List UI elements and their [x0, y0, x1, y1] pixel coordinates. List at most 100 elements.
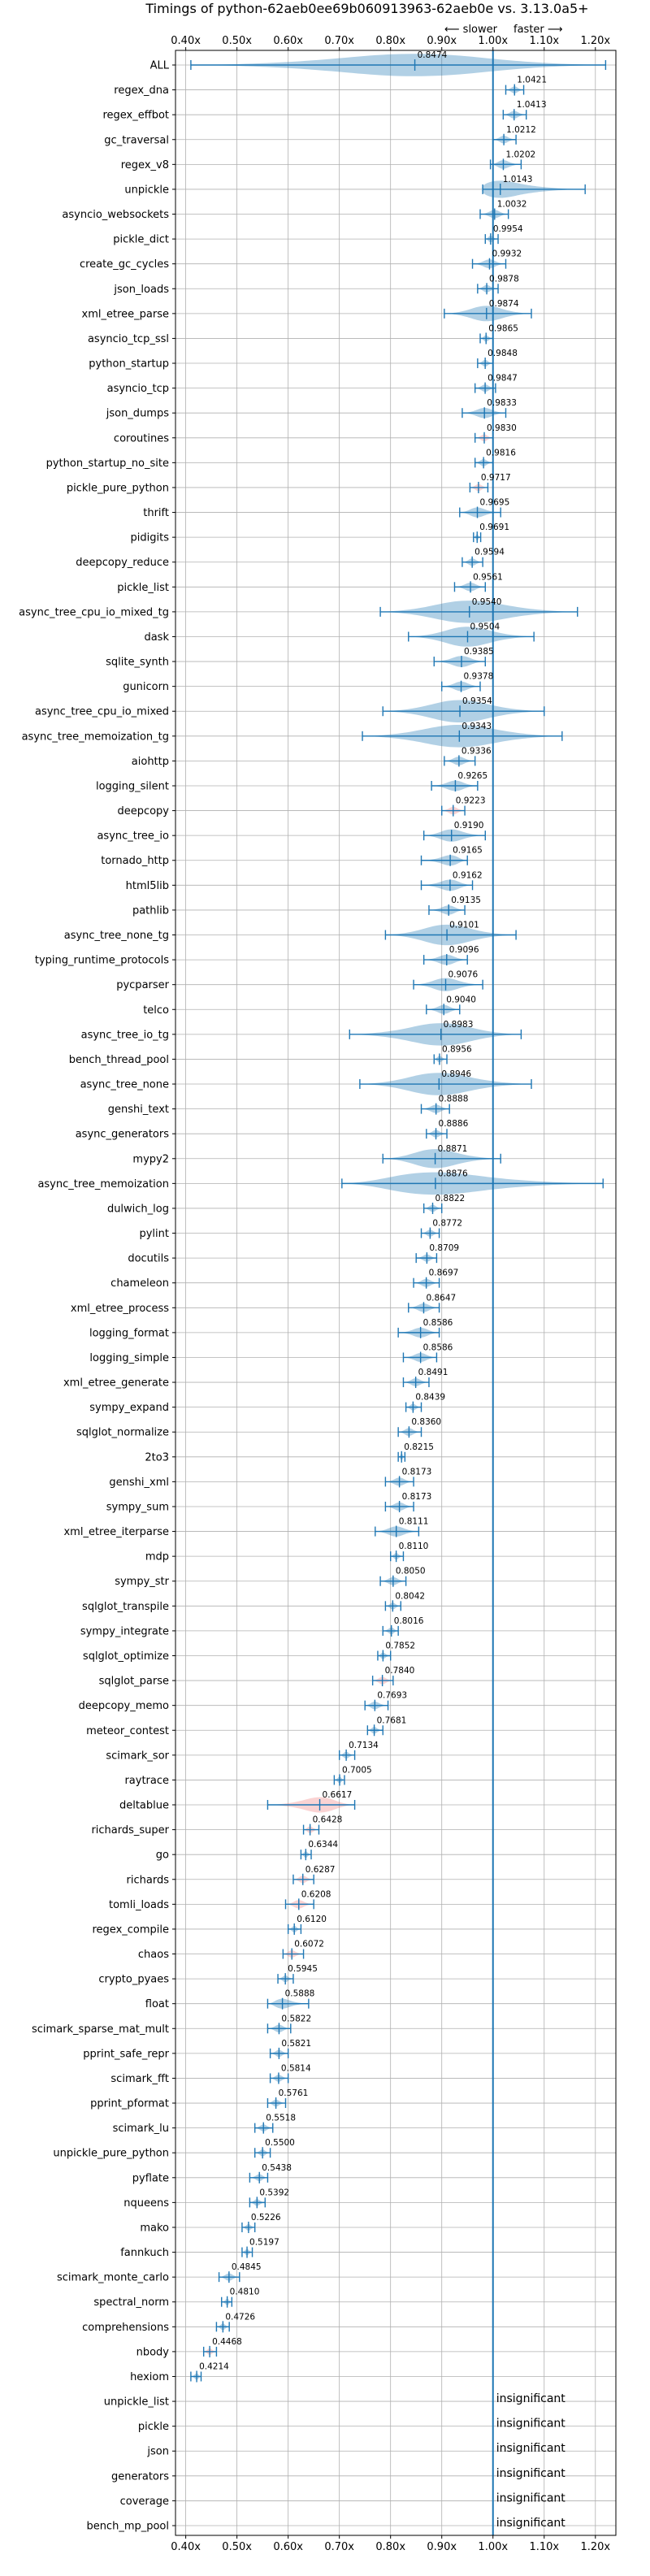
- value-label: 0.9833: [487, 398, 517, 408]
- category-label: nbody: [136, 2346, 170, 2358]
- value-label: 0.8474: [418, 50, 448, 60]
- category-label: deltablue: [119, 1800, 169, 1812]
- insignificant-label: insignificant: [496, 2418, 566, 2431]
- value-label: 0.9695: [480, 498, 510, 508]
- category-label: unpickle_pure_python: [53, 2148, 169, 2160]
- category-label: pickle: [138, 2421, 169, 2433]
- value-label: 0.8042: [395, 1591, 425, 1601]
- category-label: pickle_pure_python: [67, 482, 169, 494]
- value-label: 0.9561: [473, 572, 503, 582]
- value-label: 0.9265: [457, 771, 488, 781]
- value-label: 0.8110: [399, 1542, 429, 1551]
- value-label: 0.5945: [288, 1964, 318, 1974]
- tick-label-bottom: 0.60x: [273, 2541, 303, 2553]
- value-label: 0.9691: [479, 523, 509, 532]
- category-label: xml_etree_process: [71, 1303, 169, 1315]
- category-label: deepcopy_memo: [79, 1700, 169, 1712]
- violins: [190, 50, 607, 2535]
- tick-label-top: 0.40x: [171, 35, 201, 47]
- category-label: genshi_xml: [109, 1477, 169, 1489]
- category-label: json: [146, 2446, 169, 2458]
- category-label: async_tree_io_tg: [81, 1029, 169, 1041]
- value-label: 1.0032: [497, 200, 527, 210]
- value-label: 0.9343: [462, 722, 492, 731]
- value-label: 0.8956: [442, 1044, 472, 1054]
- category-label: regex_v8: [121, 159, 169, 171]
- tick-label-bottom: 1.00x: [478, 2541, 508, 2553]
- value-label: 0.8876: [438, 1169, 468, 1178]
- category-label: xml_etree_generate: [63, 1377, 169, 1390]
- value-label: 0.8439: [415, 1393, 445, 1403]
- category-label: pylint: [139, 1228, 169, 1240]
- category-label: ALL: [150, 60, 170, 72]
- value-label: 0.9816: [486, 448, 516, 458]
- tick-label-top: 0.50x: [222, 35, 252, 47]
- value-label: 0.9162: [453, 870, 483, 880]
- category-label: logging_format: [89, 1327, 169, 1339]
- value-label: 0.9847: [488, 374, 518, 384]
- category-label: sqlglot_transpile: [82, 1601, 169, 1613]
- value-label: 0.5814: [281, 2063, 311, 2073]
- category-label: dulwich_log: [107, 1203, 169, 1215]
- value-label: 0.5761: [279, 2088, 309, 2098]
- value-label: 0.4726: [225, 2312, 255, 2322]
- category-label: gunicorn: [123, 681, 169, 693]
- grid: [176, 50, 616, 2535]
- category-label: telco: [143, 1004, 169, 1017]
- value-label: 0.8016: [394, 1616, 424, 1626]
- value-label: 0.4810: [230, 2288, 260, 2297]
- value-label: 0.9076: [448, 970, 479, 980]
- tick-label-bottom: 0.40x: [171, 2541, 201, 2553]
- category-label: sympy_str: [115, 1576, 169, 1588]
- category-label: pycparser: [116, 979, 169, 991]
- category-label: xml_etree_iterparse: [63, 1526, 169, 1538]
- value-label: 0.7852: [385, 1641, 415, 1650]
- category-label: logging_silent: [96, 780, 169, 792]
- insignificant-label: insignificant: [496, 2467, 566, 2480]
- category-label: sympy_expand: [89, 1402, 169, 1414]
- value-label: 0.9336: [462, 746, 492, 756]
- category-label: python_startup: [89, 358, 169, 371]
- category-label: async_generators: [76, 1129, 170, 1141]
- value-label: 0.6287: [306, 1865, 336, 1875]
- category-label: scimark_sparse_mat_mult: [32, 2023, 169, 2036]
- value-label: 0.4468: [212, 2337, 242, 2347]
- category-label: regex_compile: [92, 1923, 169, 1936]
- category-label: asyncio_websockets: [62, 209, 169, 221]
- category-label: pathlib: [132, 904, 169, 917]
- value-label: 0.9865: [488, 323, 518, 333]
- category-label: async_tree_none_tg: [64, 930, 169, 942]
- value-label: 0.7693: [377, 1691, 407, 1701]
- category-label: pyflate: [132, 2172, 169, 2184]
- category-label: genshi_text: [108, 1104, 169, 1116]
- category-label: async_tree_cpu_io_mixed: [35, 706, 169, 718]
- category-label: sympy_integrate: [80, 1625, 169, 1637]
- category-label: bench_thread_pool: [69, 1054, 169, 1066]
- value-label: 0.7681: [377, 1715, 407, 1725]
- category-label: tomli_loads: [109, 1899, 169, 1911]
- category-label: mdp: [145, 1551, 169, 1563]
- category-label: nqueens: [124, 2197, 169, 2210]
- faster-label: faster ⟶: [514, 24, 563, 36]
- category-label: sympy_sum: [106, 1501, 169, 1513]
- tick-label-top: 1.10x: [529, 35, 559, 47]
- value-label: 0.6208: [301, 1889, 332, 1899]
- value-label: 0.9594: [474, 548, 505, 557]
- tick-label-bottom: 0.50x: [222, 2541, 252, 2553]
- value-label: 0.7134: [349, 1741, 379, 1750]
- value-label: 0.8215: [404, 1442, 434, 1452]
- category-label: fannkuch: [120, 2247, 169, 2259]
- category-label: pidigits: [131, 532, 170, 544]
- insignificant-label: insignificant: [496, 2491, 566, 2504]
- value-label: 0.6120: [297, 1915, 327, 1924]
- category-label: sqlglot_normalize: [76, 1427, 169, 1439]
- value-label: 0.4214: [199, 2361, 229, 2371]
- category-label: float: [145, 1998, 169, 2010]
- value-label: 0.8871: [438, 1144, 468, 1154]
- category-label: async_tree_memoization_tg: [22, 731, 169, 743]
- value-label: 1.0421: [517, 76, 547, 85]
- category-label: sqlite_synth: [106, 657, 169, 669]
- value-label: 0.8647: [426, 1293, 456, 1303]
- plot-frame: [175, 50, 617, 2536]
- category-label: raytrace: [124, 1775, 169, 1787]
